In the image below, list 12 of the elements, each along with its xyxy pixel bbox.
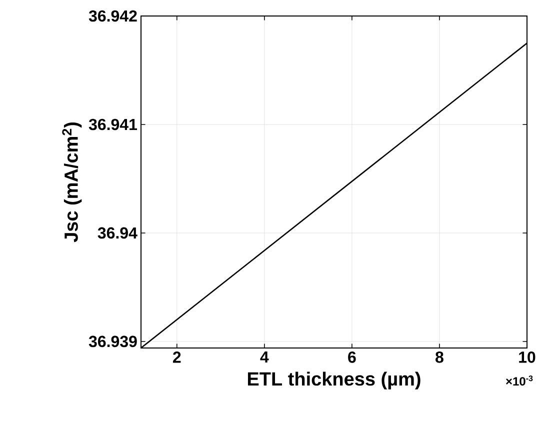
x-tick-label: 8 xyxy=(436,352,444,363)
y-tick-label: 36.939 xyxy=(88,336,137,348)
x-axis-title: ETL thickness (µm) xyxy=(248,372,420,390)
y-axis-title: Jsc (mA/cm$^{2}$) xyxy=(62,122,82,242)
y-tick-label: 36.941 xyxy=(88,118,138,130)
y-tick-label: 36.942 xyxy=(88,10,137,22)
x-tick-label: 4 xyxy=(260,352,269,363)
x-tick-label: 10 xyxy=(519,352,536,363)
y-tick-label: 36.94 xyxy=(98,227,138,239)
x-tick-label: 6 xyxy=(348,352,356,363)
text: ×10$^{-3}$ xyxy=(506,376,533,386)
x-tick-label: 2 xyxy=(172,352,181,363)
